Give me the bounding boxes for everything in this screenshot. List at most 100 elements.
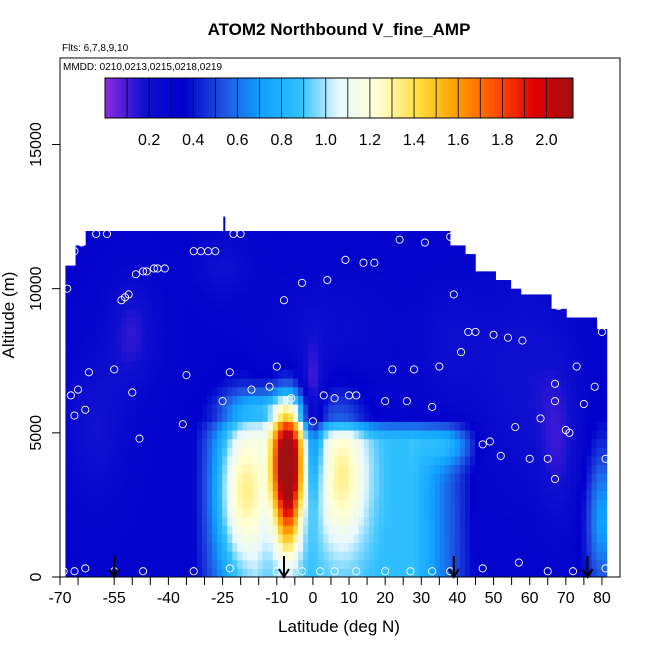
heatmap-cell <box>262 421 269 431</box>
heatmap-cell <box>75 447 82 457</box>
heatmap-cell <box>262 455 269 466</box>
heatmap-cell <box>217 551 223 561</box>
heatmap-cell <box>465 499 471 509</box>
heatmap-cell <box>338 378 345 388</box>
heatmap-cell <box>318 300 324 310</box>
heatmap-cell <box>277 334 284 345</box>
heatmap-cell <box>212 525 218 535</box>
heatmap-cell <box>389 378 395 388</box>
heatmap-cell <box>480 421 486 431</box>
heatmap-cell <box>373 317 380 327</box>
heatmap-cell <box>419 481 426 492</box>
heatmap-cell <box>95 412 102 422</box>
heatmap-cell <box>80 265 87 275</box>
heatmap-cell <box>535 378 542 388</box>
heatmap-cell <box>389 429 395 440</box>
heatmap-cell <box>90 447 97 457</box>
heatmap-cell <box>379 559 385 569</box>
heatmap-cell <box>323 395 330 405</box>
heatmap-cell <box>227 282 233 293</box>
heatmap-cell <box>414 291 421 301</box>
heatmap-cell <box>490 559 496 569</box>
heatmap-cell <box>272 352 279 362</box>
heatmap-cell <box>368 386 375 396</box>
heatmap-cell <box>161 516 168 526</box>
heatmap-cell <box>399 386 405 396</box>
x-axis: -70 -55 -40 -25 -10 0 10 20 30 40 50 60 70 80 <box>48 577 611 607</box>
heatmap-cell <box>394 248 400 258</box>
heatmap-cell <box>449 421 456 431</box>
heatmap-cell <box>379 490 385 500</box>
heatmap-cell <box>257 256 264 267</box>
heatmap-cell <box>303 239 309 249</box>
heatmap-cell <box>520 360 527 370</box>
heatmap-cell <box>262 231 269 241</box>
heatmap-cell <box>131 455 137 466</box>
heatmap-cell <box>212 447 218 457</box>
heatmap-cell <box>470 254 476 258</box>
heatmap-cell <box>191 507 198 518</box>
heatmap-cell <box>176 265 183 275</box>
heatmap-cell <box>348 447 355 457</box>
heatmap-cell <box>282 421 289 431</box>
heatmap-cell <box>399 499 405 509</box>
heatmap-cell <box>176 438 183 448</box>
heatmap-cell <box>348 308 355 319</box>
sample-point <box>601 564 610 573</box>
heatmap-cell <box>282 481 289 492</box>
heatmap-cell <box>318 360 324 370</box>
heatmap-cell <box>409 308 416 319</box>
heatmap-cell <box>576 317 582 327</box>
heatmap-cell <box>110 308 117 319</box>
heatmap-cell <box>126 334 132 345</box>
heatmap-cell <box>556 473 562 483</box>
heatmap-cell <box>156 378 163 388</box>
heatmap-cell <box>571 447 577 457</box>
heatmap-cell <box>500 317 507 327</box>
heatmap-cell <box>287 516 294 526</box>
heatmap-cell <box>141 282 147 293</box>
heatmap-cell <box>566 464 572 474</box>
heatmap-cell <box>166 481 173 492</box>
heatmap-cell <box>540 421 547 431</box>
heatmap-cell <box>146 481 153 492</box>
heatmap-cell <box>121 481 127 492</box>
heatmap-cell <box>201 533 208 543</box>
heatmap-cell <box>151 231 158 241</box>
heatmap-cell <box>232 542 238 552</box>
heatmap-cell <box>561 404 567 414</box>
heatmap-cell <box>414 386 421 396</box>
heatmap-cell <box>227 360 233 370</box>
heatmap-cell <box>429 352 436 362</box>
heatmap-cell <box>459 455 466 466</box>
heatmap-cell <box>298 429 304 440</box>
heatmap-cell <box>328 386 335 396</box>
heatmap-cell <box>293 386 299 396</box>
heatmap-cell <box>257 317 264 327</box>
heatmap-cell <box>399 395 405 405</box>
heatmap-cell <box>414 360 421 370</box>
heatmap-cell <box>303 404 309 414</box>
heatmap-cell <box>470 525 476 535</box>
heatmap-cell <box>434 334 441 345</box>
heatmap-cell <box>419 559 426 569</box>
heatmap-cell <box>308 386 314 396</box>
sample-point <box>319 391 328 400</box>
heatmap-cell <box>126 481 132 492</box>
heatmap-cell <box>449 248 456 258</box>
heatmap-cell <box>146 291 153 301</box>
heatmap-cell <box>207 525 213 535</box>
heatmap-cell <box>308 248 314 258</box>
heatmap-cell <box>545 308 552 319</box>
heatmap-cell <box>414 421 421 431</box>
heatmap-cell <box>368 473 375 483</box>
heatmap-cell <box>540 507 547 518</box>
heatmap-cell <box>201 369 208 379</box>
heatmap-cell <box>429 248 436 258</box>
heatmap-cell <box>156 317 163 327</box>
heatmap-cell <box>80 533 87 543</box>
heatmap-cell <box>454 265 461 275</box>
heatmap-cell <box>212 300 218 310</box>
heatmap-cell <box>323 317 330 327</box>
heatmap-cell <box>379 378 385 388</box>
